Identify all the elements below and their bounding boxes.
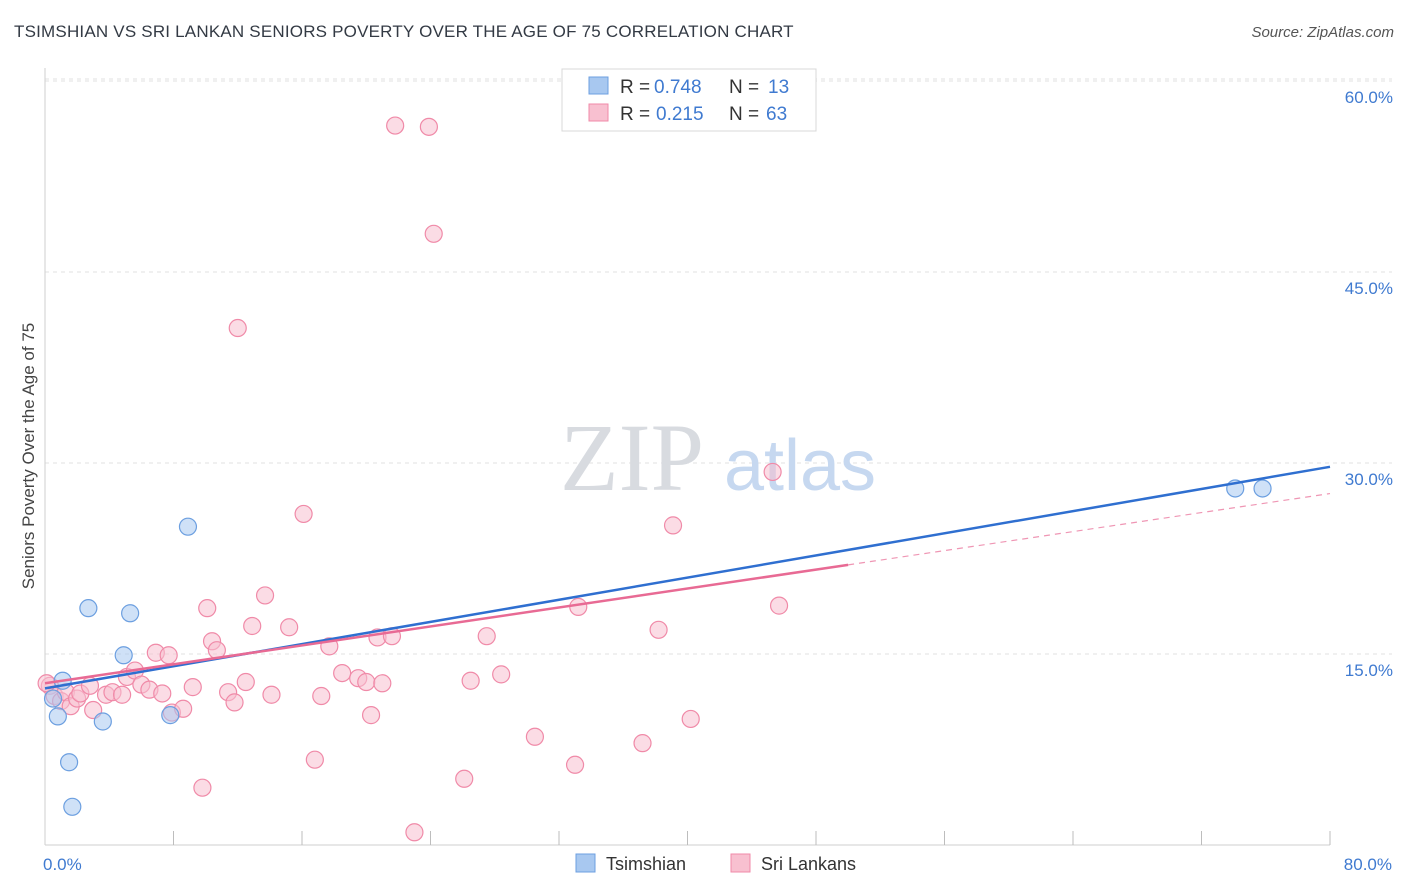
- point-sri-lankans-11: [112, 685, 132, 704]
- legend-r-label-1: R =: [620, 77, 650, 98]
- point-tsimshian-9: [161, 706, 180, 725]
- point-sri-lankans-43: [373, 674, 392, 693]
- point-sri-lankans-33: [280, 618, 299, 637]
- point-tsimshian-7: [114, 646, 133, 665]
- bottom-legend-label-tsimshian: Tsimshian: [606, 854, 686, 874]
- point-sri-lankans-34: [294, 504, 313, 524]
- y-tick-label-2: 45.0%: [1345, 279, 1393, 298]
- point-sri-lankans-29: [236, 672, 255, 692]
- x-tick-label-max: 80.0%: [1344, 855, 1392, 874]
- y-tick-label-1: 30.0%: [1345, 470, 1393, 489]
- point-sri-lankans-35: [305, 750, 324, 769]
- y-tick-labels: 15.0% 30.0% 45.0% 60.0%: [1345, 88, 1393, 680]
- point-sri-lankans-23: [198, 599, 217, 618]
- point-sri-lankans-17: [153, 684, 172, 703]
- y-tick-label-0: 15.0%: [1345, 661, 1393, 680]
- legend-n-value-tsimshian: 13: [768, 77, 789, 98]
- point-tsimshian-12: [1253, 479, 1272, 498]
- y-tick-label-3: 60.0%: [1345, 88, 1393, 107]
- point-sri-lankans-56: [633, 734, 652, 753]
- point-sri-lankans-40: [357, 672, 376, 692]
- point-tsimshian-3: [59, 753, 79, 772]
- point-sri-lankans-54: [565, 755, 585, 774]
- point-sri-lankans-36: [312, 686, 331, 706]
- legend-r-value-tsimshian: 0.748: [654, 77, 702, 98]
- bottom-legend-swatch-tsimshian: [575, 853, 596, 873]
- legend-r-label-2: R =: [620, 104, 650, 125]
- point-tsimshian-6: [93, 712, 112, 731]
- correlation-legend: R = 0.748 N = 13 R = 0.215 N = 63: [561, 68, 817, 132]
- trend-line-sri-lankans: [44, 563, 849, 685]
- point-sri-lankans-38: [333, 663, 352, 683]
- point-sri-lankans-61: [769, 596, 789, 615]
- series-legend: Tsimshian Sri Lankans: [575, 853, 856, 874]
- bottom-legend-label-sri-lankans: Sri Lankans: [761, 854, 856, 874]
- legend-swatch-tsimshian: [588, 76, 609, 95]
- point-sri-lankans-28: [228, 318, 247, 338]
- legend-n-value-sri-lankans: 63: [766, 104, 787, 125]
- point-sri-lankans-60: [763, 462, 782, 482]
- point-sri-lankans-22: [193, 778, 212, 797]
- trend-lines: [44, 465, 1331, 690]
- y-axis-title: Seniors Poverty Over the Age of 75: [19, 323, 38, 589]
- point-sri-lankans-27: [225, 693, 244, 712]
- point-sri-lankans-49: [455, 769, 474, 788]
- watermark-zip: ZIP: [560, 404, 704, 511]
- point-sri-lankans-30: [243, 616, 262, 636]
- point-sri-lankans-18: [159, 646, 178, 665]
- point-sri-lankans-59: [681, 709, 700, 729]
- point-sri-lankans-45: [386, 116, 405, 135]
- legend-n-label-2: N =: [729, 104, 759, 125]
- point-sri-lankans-53: [525, 727, 545, 746]
- point-tsimshian-0: [43, 689, 63, 708]
- point-tsimshian-5: [79, 599, 98, 618]
- point-sri-lankans-32: [262, 685, 281, 704]
- bottom-legend-swatch-sri-lankans: [730, 853, 751, 873]
- chart-source: Source: ZipAtlas.com: [1251, 24, 1394, 41]
- point-sri-lankans-51: [477, 627, 496, 646]
- legend-n-label-1: N =: [729, 77, 759, 98]
- x-tick-label-min: 0.0%: [43, 855, 82, 874]
- point-sri-lankans-46: [405, 823, 424, 842]
- legend-swatch-sri-lankans: [588, 103, 609, 122]
- point-sri-lankans-52: [492, 665, 511, 684]
- point-sri-lankans-50: [461, 671, 480, 690]
- x-ticks: [173, 831, 1331, 845]
- watermark-atlas: atlas: [724, 426, 876, 506]
- point-sri-lankans-57: [649, 620, 668, 639]
- point-sri-lankans-47: [419, 117, 438, 136]
- point-tsimshian-10: [178, 517, 198, 536]
- point-tsimshian-4: [63, 797, 82, 816]
- point-sri-lankans-48: [424, 224, 443, 243]
- chart-title: TSIMSHIAN VS SRI LANKAN SENIORS POVERTY …: [14, 22, 794, 41]
- data-points: [37, 116, 1272, 842]
- trend-line-sri-lankans-extension: [848, 492, 1331, 566]
- gridlines: [45, 78, 1392, 655]
- legend-r-value-sri-lankans: 0.215: [656, 104, 704, 125]
- point-sri-lankans-31: [255, 586, 275, 605]
- point-sri-lankans-58: [663, 516, 683, 535]
- point-sri-lankans-21: [183, 678, 202, 697]
- point-sri-lankans-41: [361, 706, 381, 725]
- point-sri-lankans-55: [569, 597, 588, 616]
- point-tsimshian-1: [48, 707, 67, 726]
- point-tsimshian-8: [121, 604, 140, 623]
